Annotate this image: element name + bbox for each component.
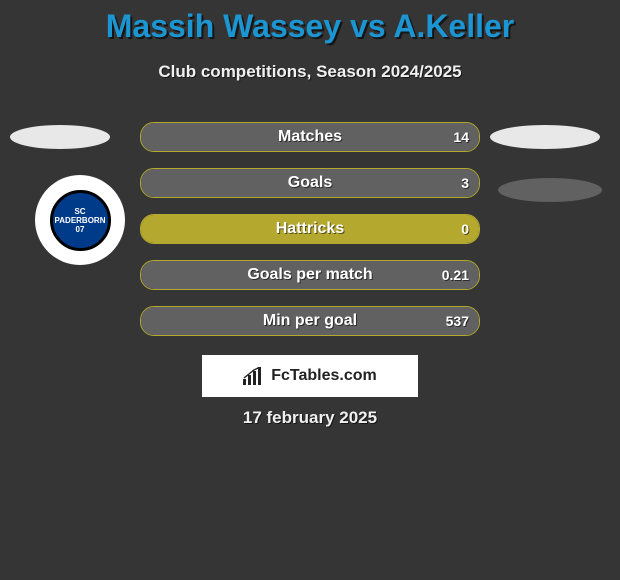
brand-logo: FcTables.com: [202, 355, 418, 397]
stat-value-right: 0.21: [442, 261, 469, 289]
stat-value-right: 537: [446, 307, 469, 335]
date-text: 17 february 2025: [0, 408, 620, 428]
badge-text-bot: 07: [76, 225, 85, 234]
badge-text-mid: PADERBORN: [55, 216, 106, 225]
stat-label: Goals: [141, 169, 479, 197]
page-title: Massih Wassey vs A.Keller: [0, 8, 620, 45]
player-right-oval-2: [498, 178, 602, 202]
stat-value-right: 14: [453, 123, 469, 151]
stat-value-right: 0: [461, 215, 469, 243]
stat-label: Matches: [141, 123, 479, 151]
stat-row-goals-per-match: Goals per match 0.21: [140, 260, 480, 290]
brand-text: FcTables.com: [271, 367, 377, 385]
stat-row-min-per-goal: Min per goal 537: [140, 306, 480, 336]
bar-chart-icon: [243, 367, 265, 385]
player-right-oval: [490, 125, 600, 149]
stat-row-matches: Matches 14: [140, 122, 480, 152]
subtitle: Club competitions, Season 2024/2025: [0, 62, 620, 82]
badge-text-top: SC: [74, 207, 85, 216]
stat-label: Hattricks: [141, 215, 479, 243]
club-badge: SC PADERBORN 07: [35, 175, 125, 265]
stat-row-goals: Goals 3: [140, 168, 480, 198]
club-badge-inner: SC PADERBORN 07: [50, 190, 111, 251]
stat-row-hattricks: Hattricks 0: [140, 214, 480, 244]
stat-value-right: 3: [461, 169, 469, 197]
player-left-oval: [10, 125, 110, 149]
stat-label: Goals per match: [141, 261, 479, 289]
stat-label: Min per goal: [141, 307, 479, 335]
